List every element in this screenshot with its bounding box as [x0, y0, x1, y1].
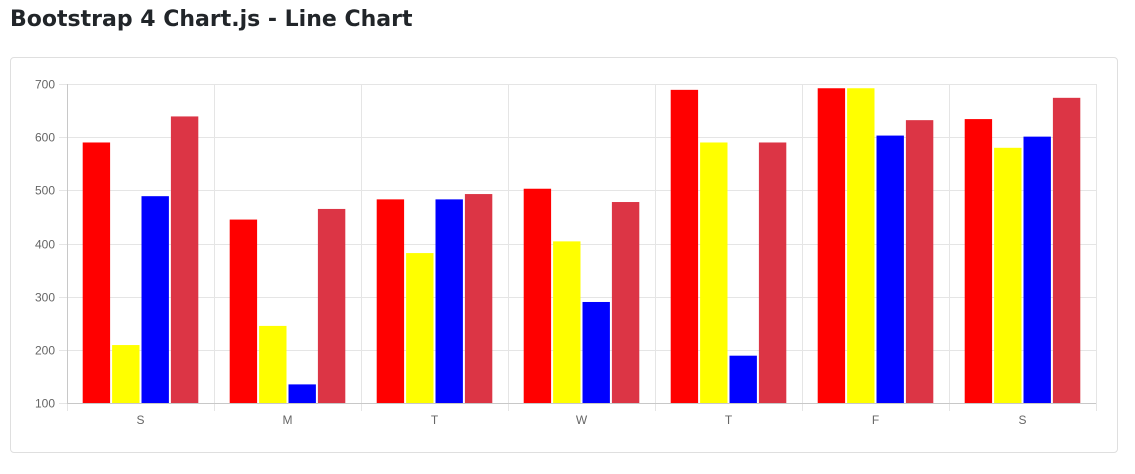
x-tick-label: M	[283, 413, 293, 427]
y-tick-label: 200	[35, 344, 55, 358]
bar-s3-c6	[876, 135, 904, 403]
bar-s2-c5	[700, 142, 728, 403]
bar-s4-c1	[170, 116, 199, 403]
bar-s4-c3	[464, 194, 493, 403]
y-tick-label: 600	[35, 131, 55, 145]
bar-s4-c4	[611, 202, 640, 403]
y-tick-label: 400	[35, 238, 55, 252]
bar-s3-c3	[435, 199, 463, 403]
bar-s1-c5	[670, 89, 699, 404]
bar-s2-c4	[553, 241, 581, 403]
bar-s1-c6	[817, 88, 846, 404]
bar-s3-c5	[729, 355, 757, 403]
x-tick-label: T	[725, 413, 733, 427]
bar-s2-c2	[259, 325, 287, 403]
bar-s2-c3	[406, 253, 434, 403]
bar-chart: 100 200 300 400 500 600 700 S M T W T F S	[35, 78, 1097, 428]
tick-labels: 100 200 300 400 500 600 700 S M T W T F S	[35, 78, 1027, 428]
y-tick-label: 500	[35, 184, 55, 198]
axes	[67, 84, 1096, 404]
x-tick-label: S	[1018, 413, 1026, 427]
bar-s1-c1	[82, 142, 111, 403]
page-title: Bootstrap 4 Chart.js - Line Chart	[10, 7, 413, 32]
x-tick-label: W	[576, 413, 588, 427]
bar-s4-c6	[905, 120, 934, 404]
bar-s3-c1	[141, 196, 169, 403]
bar-s4-c5	[758, 142, 787, 403]
bar-s1-c7	[964, 119, 993, 403]
bar-s2-c1	[112, 345, 140, 403]
bar-s1-c3	[376, 199, 405, 403]
bar-s4-c7	[1052, 97, 1081, 403]
y-tick-label: 100	[35, 397, 55, 411]
bar-s1-c4	[523, 188, 552, 403]
bar-s3-c7	[1023, 136, 1051, 403]
y-tick-label: 300	[35, 291, 55, 305]
bar-s3-c4	[582, 301, 610, 403]
bar-s1-c2	[229, 219, 258, 403]
bars	[82, 88, 1081, 404]
bar-s2-c7	[994, 147, 1022, 403]
x-tick-label: S	[136, 413, 144, 427]
x-tick-label: T	[431, 413, 439, 427]
bar-s3-c2	[288, 384, 316, 403]
chart-card: 100 200 300 400 500 600 700 S M T W T F S	[10, 57, 1118, 453]
bar-s4-c2	[317, 208, 346, 403]
y-tick-label: 700	[35, 78, 55, 92]
x-tick-label: F	[872, 413, 879, 427]
bar-s2-c6	[847, 88, 875, 404]
